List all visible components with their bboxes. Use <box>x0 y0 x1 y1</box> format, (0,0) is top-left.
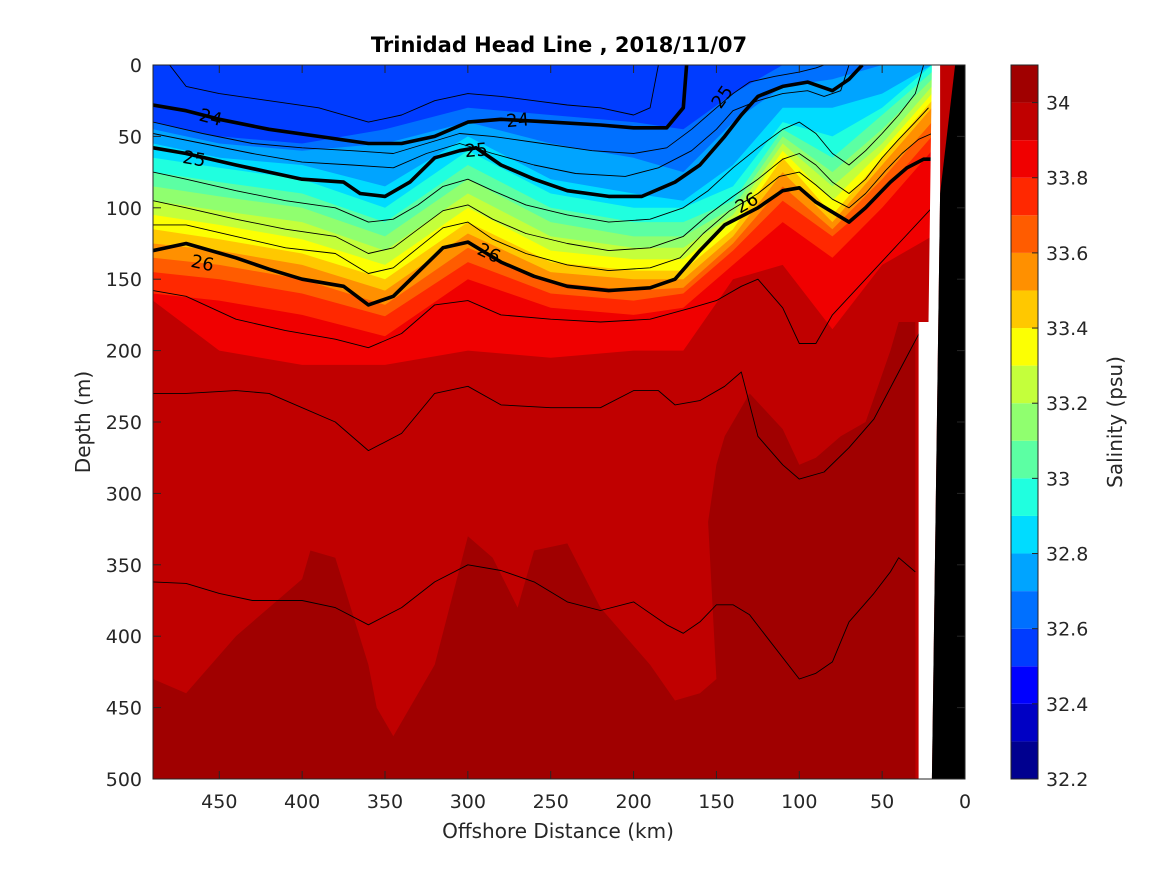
x-tick-label: 350 <box>367 791 403 813</box>
x-axis-label: Offshore Distance (km) <box>442 819 674 843</box>
colorbar-tick-label: 32.6 <box>1046 619 1088 641</box>
colorbar-swatch <box>1011 65 1038 103</box>
density-label-5: 26 <box>189 251 216 276</box>
y-tick-label: 500 <box>106 769 142 791</box>
colorbar-tick-label: 33.4 <box>1046 318 1088 340</box>
colorbar-swatch <box>1011 290 1038 329</box>
colorbar-frame <box>1010 64 1039 780</box>
colorbar-tick-label: 32.8 <box>1046 544 1088 566</box>
colorbar-swatch <box>1011 515 1038 554</box>
density-contour-25-6 <box>153 107 929 254</box>
y-tick-label: 450 <box>106 698 142 720</box>
colorbar-tick-label: 32.2 <box>1046 769 1088 791</box>
salinity-fill-layers <box>153 65 965 779</box>
y-tick-label: 250 <box>106 412 142 434</box>
density-label-group-3: 25 <box>464 139 489 162</box>
colorbar-tick-label: 34 <box>1046 93 1070 115</box>
density-contour-26 <box>153 157 932 307</box>
y-tick-label: 400 <box>106 626 142 648</box>
y-tick-label: 150 <box>106 269 142 291</box>
deep-salinity-patch-2 <box>733 707 791 779</box>
density-contour-26-7 <box>153 324 924 480</box>
colorbar-tick-label: 32.4 <box>1046 694 1088 716</box>
x-tick-label: 250 <box>533 791 569 813</box>
colorbar-swatch <box>1011 215 1038 253</box>
density-contour-26-5 <box>153 207 933 349</box>
density-contour-25-3 <box>153 65 925 223</box>
colorbar-tick-label: 33.2 <box>1046 393 1088 415</box>
colorbar-swatch <box>1011 553 1038 592</box>
no-data-region <box>918 65 941 779</box>
colorbar-swatch <box>1011 628 1038 667</box>
chart-title: Trinidad Head Line , 2018/11/07 <box>371 33 747 57</box>
density-contour-24 <box>153 65 689 146</box>
y-axis-label: Depth (m) <box>71 371 95 473</box>
x-tick-label: 0 <box>959 791 971 813</box>
density-label-1: 24 <box>505 109 530 132</box>
density-label-group-5: 26 <box>189 251 216 276</box>
density-contour-23-8 <box>169 65 659 123</box>
x-tick-label: 300 <box>450 791 486 813</box>
density-label-3: 25 <box>464 139 489 162</box>
y-tick-label: 50 <box>118 126 142 148</box>
seafloor-topography <box>931 65 965 779</box>
density-contours <box>153 65 933 680</box>
colorbar-swatch <box>1011 102 1038 141</box>
y-tick-label: 0 <box>130 55 142 77</box>
y-tick-label: 350 <box>106 555 142 577</box>
colorbar-swatch <box>1011 741 1038 779</box>
colorbar-tick-label: 33.8 <box>1046 168 1088 190</box>
density-label-2: 25 <box>181 147 207 172</box>
x-axis: 450 400 350 300 250 200 150 100 50 0 <box>201 65 971 813</box>
deep-salinity-patch-1 <box>368 736 468 779</box>
colorbar-swatch <box>1011 328 1038 366</box>
y-tick-label: 300 <box>106 483 142 505</box>
density-contour-25 <box>153 65 864 199</box>
colorbar-tick-label: 33 <box>1046 468 1070 490</box>
colorbar-swatch <box>1011 365 1038 404</box>
colorbar-swatch <box>1011 252 1038 291</box>
colorbar-swatch <box>1011 591 1038 629</box>
colorbar-swatch <box>1011 440 1038 479</box>
colorbar-swatch <box>1011 703 1038 742</box>
x-tick-label: 150 <box>698 791 734 813</box>
density-contour-26-9 <box>153 557 916 680</box>
colorbar-label: Salinity (psu) <box>1103 356 1127 488</box>
colorbar-swatch <box>1011 478 1038 516</box>
x-tick-label: 450 <box>201 791 237 813</box>
x-tick-label: 400 <box>284 791 320 813</box>
colorbar: 32.2 32.4 32.6 32.8 33 33.2 33.4 33.6 33.8 34 <box>1010 64 1088 791</box>
colorbar-swatch <box>1011 140 1038 178</box>
deep-salinity-patch-0 <box>153 322 916 779</box>
y-axis: 0 50 100 150 200 250 300 350 400 450 500 <box>106 55 965 791</box>
deep-salinity-patch-3 <box>907 636 916 779</box>
density-contour-24-5 <box>153 65 850 177</box>
density-contour-25-8 <box>153 133 933 274</box>
y-tick-label: 100 <box>106 198 142 220</box>
topography <box>918 65 965 779</box>
colorbar-swatch <box>1011 403 1038 441</box>
density-label-group-1: 24 <box>505 109 530 132</box>
density-label-group-2: 25 <box>181 147 207 172</box>
x-tick-label: 100 <box>781 791 817 813</box>
density-contour-24-2 <box>153 65 825 154</box>
x-tick-label: 200 <box>615 791 651 813</box>
colorbar-tick-label: 33.6 <box>1046 243 1088 265</box>
colorbar-swatch <box>1011 177 1038 216</box>
x-tick-label: 50 <box>870 791 894 813</box>
deep-salinity-patches <box>153 322 916 779</box>
colorbar-swatch <box>1011 666 1038 704</box>
y-tick-label: 200 <box>106 341 142 363</box>
